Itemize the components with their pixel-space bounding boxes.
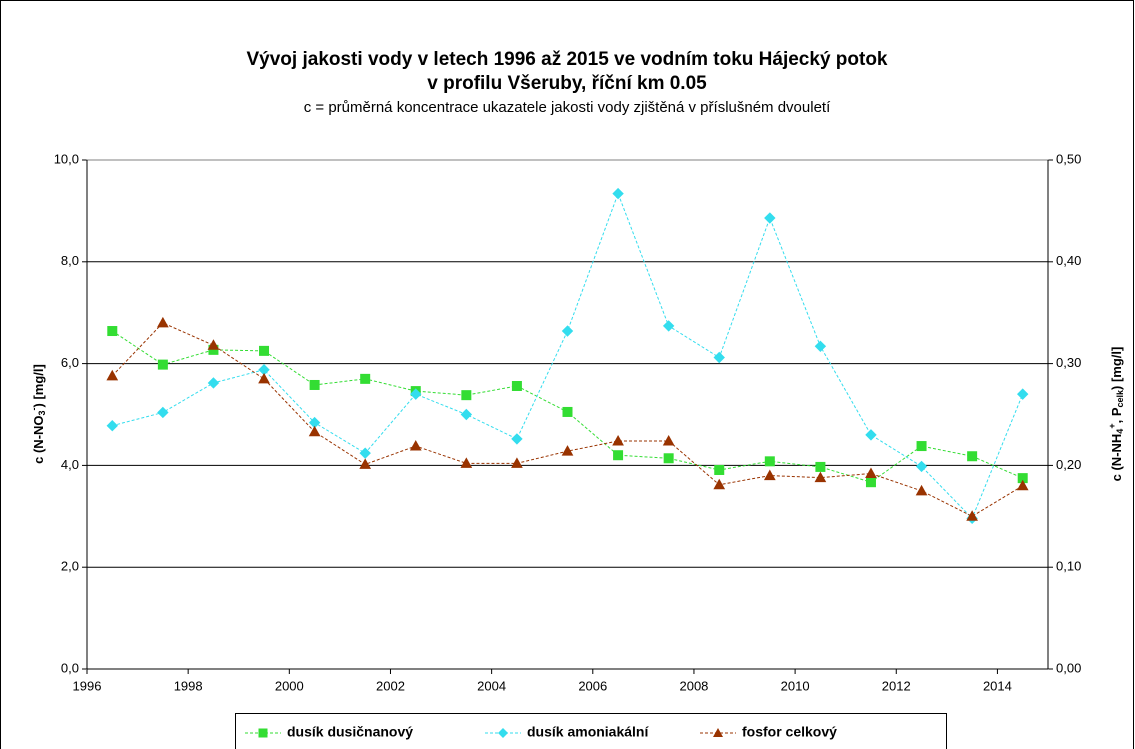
marker	[662, 320, 675, 332]
marker	[409, 440, 422, 451]
marker	[612, 187, 624, 200]
marker	[258, 372, 270, 384]
marker	[107, 326, 118, 337]
y-tick-label: 0,0	[61, 660, 79, 675]
legend-label: dusík dusičnanový	[287, 724, 413, 740]
x-tick-label: 2012	[882, 678, 911, 693]
marker	[713, 351, 725, 364]
marker	[1017, 388, 1029, 400]
y2-axis-label: c (N-NH4+, Pcelk) [mg/l]	[1107, 347, 1125, 482]
marker	[1016, 479, 1029, 491]
marker	[561, 325, 574, 337]
legend-marker	[498, 728, 508, 738]
y2-axis-label-part: 4	[1115, 429, 1125, 434]
x-tick-label: 2010	[781, 678, 810, 693]
y-axis-label-part: -	[29, 407, 39, 410]
marker	[207, 339, 220, 350]
marker	[308, 425, 321, 437]
marker	[460, 408, 473, 421]
legend-marker	[258, 728, 268, 738]
y2-tick-label: 0,00	[1056, 660, 1081, 675]
y-tick-label: 6,0	[61, 355, 79, 370]
marker	[915, 460, 928, 473]
marker	[713, 478, 726, 490]
y2-axis-label-part: , P	[1109, 407, 1124, 423]
marker	[612, 434, 624, 446]
marker	[663, 453, 674, 464]
x-tick-label: 2002	[376, 678, 405, 693]
marker	[915, 484, 928, 496]
y2-tick-label: 0,20	[1056, 457, 1081, 472]
marker	[814, 340, 827, 353]
marker	[763, 469, 776, 481]
x-tick-label: 2014	[983, 678, 1012, 693]
marker	[157, 316, 169, 328]
y-axis-label-part: c (N-NO	[31, 415, 46, 463]
marker	[359, 447, 371, 459]
chart-subtitle: c = průměrná koncentrace ukazatele jakos…	[304, 99, 831, 116]
x-tick-label: 2000	[275, 678, 304, 693]
marker	[157, 406, 169, 419]
x-tick-label: 2006	[578, 678, 607, 693]
x-tick-label: 2004	[477, 678, 506, 693]
legend-box	[235, 713, 947, 749]
marker	[207, 377, 220, 389]
y-axis-label-part: ) [mg/l]	[31, 364, 46, 407]
marker	[815, 461, 826, 472]
y-tick-label: 10,0	[54, 151, 79, 166]
marker	[106, 369, 119, 381]
marker	[764, 456, 775, 467]
legend-marker	[713, 728, 723, 737]
x-tick-label: 1998	[174, 678, 203, 693]
marker	[613, 450, 624, 461]
marker	[511, 457, 523, 468]
y-tick-label: 4,0	[61, 457, 79, 472]
marker	[967, 451, 978, 462]
chart-title: v profilu Všeruby, říční km 0.05	[427, 73, 707, 94]
marker	[814, 471, 827, 483]
y2-tick-label: 0,50	[1056, 151, 1081, 166]
marker	[865, 429, 877, 441]
legend-label: dusík amoniakální	[527, 724, 649, 740]
y2-tick-label: 0,40	[1056, 253, 1081, 268]
y2-tick-label: 0,10	[1056, 559, 1081, 574]
chart-title: Vývoj jakosti vody v letech 1996 až 2015…	[247, 49, 888, 70]
marker	[410, 388, 422, 400]
marker	[460, 457, 473, 468]
marker	[360, 373, 371, 384]
y2-axis-label-part: ) [mg/l]	[1109, 347, 1124, 390]
marker	[511, 380, 522, 391]
marker	[106, 419, 118, 432]
x-tick-label: 2008	[679, 678, 708, 693]
y-axis-label: c (N-NO3-) [mg/l]	[29, 364, 47, 464]
marker	[561, 445, 574, 456]
marker	[461, 390, 472, 401]
marker	[359, 458, 372, 469]
marker	[309, 379, 320, 390]
marker	[714, 464, 725, 475]
marker	[511, 433, 523, 445]
y-tick-label: 2,0	[61, 559, 79, 574]
marker	[259, 345, 270, 356]
y-axis-label-part: 3	[37, 410, 47, 415]
y2-axis-label-part: c (N-NH	[1109, 434, 1124, 482]
y2-axis-label-part: +	[1107, 423, 1117, 428]
marker	[662, 434, 675, 446]
x-tick-label: 1996	[73, 678, 102, 693]
y2-axis-label-part: celk	[1115, 389, 1125, 408]
marker	[865, 477, 876, 488]
marker	[562, 406, 573, 417]
marker	[764, 212, 776, 224]
legend-label: fosfor celkový	[742, 724, 837, 740]
y-tick-label: 8,0	[61, 253, 79, 268]
marker	[157, 359, 168, 370]
marker	[865, 467, 877, 479]
marker	[966, 510, 978, 521]
marker	[916, 441, 927, 452]
y2-tick-label: 0,30	[1056, 355, 1081, 370]
